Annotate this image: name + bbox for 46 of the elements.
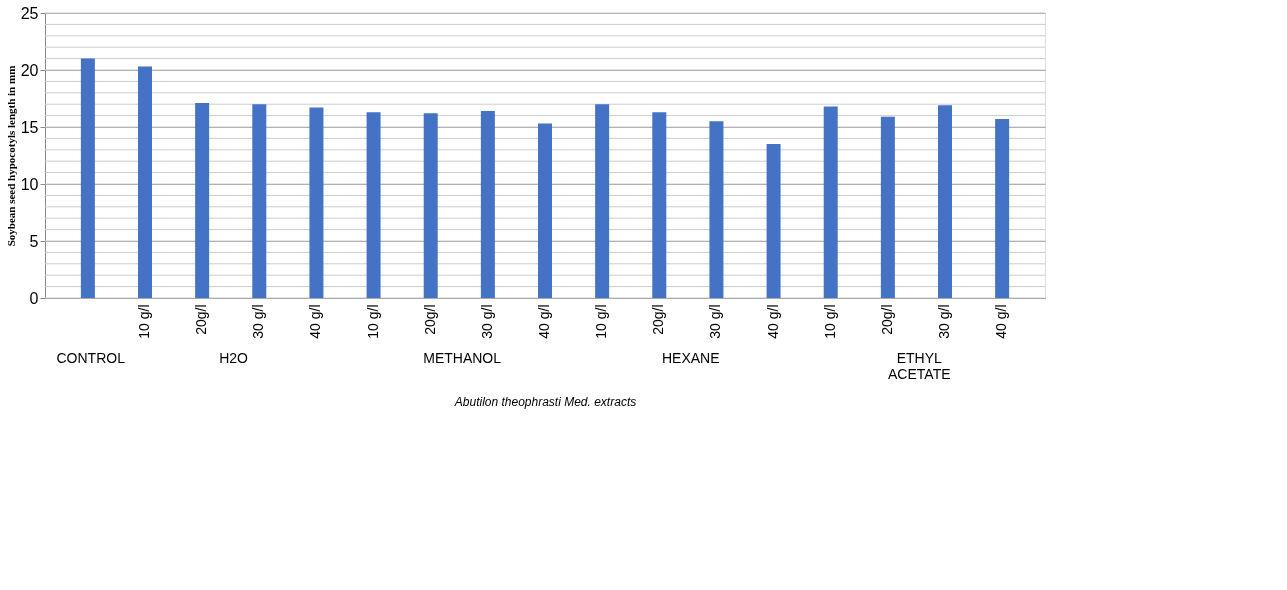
x-tick-label: 40 g/l (764, 304, 781, 339)
x-tick-label: 10 g/l (136, 304, 152, 339)
bar (366, 112, 381, 298)
x-tick-label: 40 g/l (307, 304, 324, 339)
x-tick-label: 20g/l (421, 304, 438, 335)
y-tick-label: 10 (20, 175, 39, 193)
x-tick-label: 30 g/l (936, 304, 952, 339)
bar (766, 144, 781, 298)
bar (938, 105, 952, 298)
bar (423, 113, 438, 298)
x-axis-title: Abutilon theophrasti Med. extracts (453, 394, 637, 409)
bar (195, 103, 210, 298)
x-tick-label: 30 g/l (707, 304, 724, 339)
x-tick-label: 20g/l (650, 304, 667, 335)
x-tick-label: 30 g/l (250, 304, 267, 339)
y-tick-label: 20 (20, 61, 39, 79)
x-tick-label: 40 g/l (536, 304, 552, 339)
bar (595, 104, 610, 298)
y-tick-label: 5 (29, 232, 39, 250)
bar (709, 121, 724, 298)
bar (252, 104, 267, 298)
x-tick-label: 30 g/l (478, 304, 495, 339)
text: ETHYL ACETATE (888, 350, 951, 382)
y-axis-title: Soybean seed hypocotyls length in mm (4, 65, 17, 247)
x-tick-label: 40 g/l (993, 304, 1010, 339)
x-tick-label: 10 g/l (821, 304, 838, 339)
bar (880, 116, 895, 298)
y-tick-label: 15 (20, 118, 39, 136)
text: HEXANE (661, 350, 720, 366)
y-tick-label: 0 (29, 289, 39, 307)
bar (309, 107, 324, 298)
bar (138, 66, 152, 298)
bar (80, 58, 95, 298)
text: CONTROL (56, 350, 126, 366)
x-tick-label: 10 g/l (593, 304, 610, 339)
x-tick-label: 20g/l (193, 304, 210, 335)
text: H2O (219, 350, 249, 366)
bar (538, 123, 552, 298)
bar (652, 112, 667, 298)
text: METHANOL (423, 350, 502, 366)
bar (995, 119, 1010, 298)
x-tick-label: 20g/l (878, 304, 895, 335)
bar (823, 106, 838, 298)
x-tick-label: 10 g/l (364, 304, 381, 339)
bar (480, 111, 495, 298)
y-tick-label: 25 (20, 4, 39, 22)
